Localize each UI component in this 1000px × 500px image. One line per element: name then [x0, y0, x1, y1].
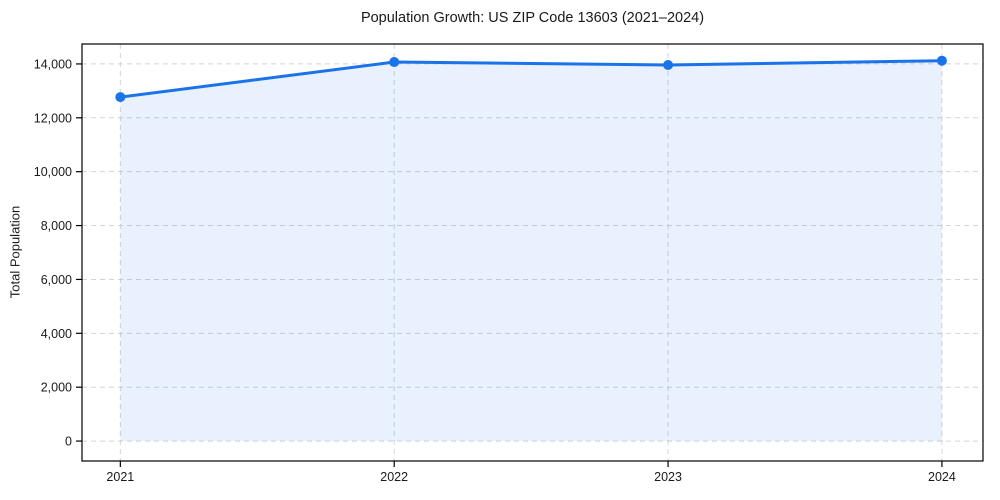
y-tick-label: 4,000: [41, 327, 72, 341]
series-line: [118, 59, 944, 99]
data-point-marker: [663, 60, 674, 71]
axes-spines: [81, 43, 984, 462]
x-tick-label: 2023: [654, 470, 682, 484]
y-tick-label: 8,000: [41, 219, 72, 233]
y-tick-label: 12,000: [34, 111, 72, 125]
data-point-marker: [115, 92, 126, 103]
y-tick-label: 2,000: [41, 381, 72, 395]
x-tick-label: 2021: [106, 470, 134, 484]
chart-title: Population Growth: US ZIP Code 13603 (20…: [360, 10, 705, 26]
y-tick-label: 6,000: [41, 273, 72, 287]
data-point-marker: [936, 55, 947, 66]
y-tick-label: 10,000: [34, 165, 72, 179]
data-point-marker: [389, 57, 400, 68]
series-area-fill: [120, 60, 942, 442]
x-tick-label: 2022: [380, 470, 408, 484]
x-tick-label: 2024: [928, 470, 956, 484]
y-tick-label: 14,000: [34, 57, 72, 71]
y-tick-label: 0: [65, 435, 72, 449]
